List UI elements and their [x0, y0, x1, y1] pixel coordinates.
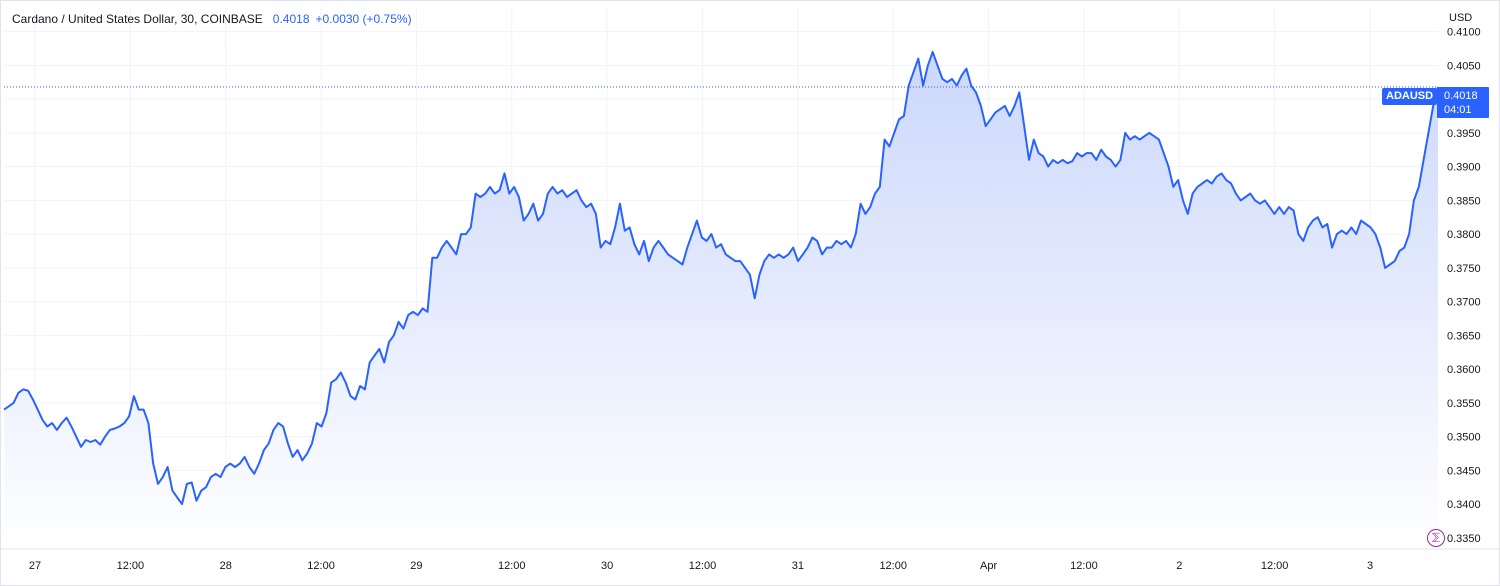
- legend-last-price: 0.4018: [272, 12, 310, 26]
- price-line-series: [3, 50, 1439, 506]
- bar-countdown: 04:01: [1444, 104, 1472, 116]
- x-tick-label: 28: [220, 560, 232, 572]
- legend-title: Cardano / United States Dollar, 30, COIN…: [12, 12, 263, 26]
- y-tick-label: 0.3350: [1447, 533, 1481, 545]
- x-tick-label: Apr: [980, 560, 997, 572]
- symbol-price-label: ADAUSD: [1382, 88, 1438, 105]
- y-tick-label: 0.4100: [1447, 27, 1481, 39]
- y-tick-label: 0.3700: [1447, 297, 1481, 309]
- y-tick-label: 0.3400: [1447, 499, 1481, 511]
- x-tick-label: 12:00: [879, 560, 907, 572]
- y-tick-label: 0.3800: [1447, 229, 1481, 241]
- x-tick-label: 12:00: [307, 560, 335, 572]
- symbol-legend[interactable]: Cardano / United States Dollar, 30, COIN…: [12, 12, 412, 26]
- currency-label[interactable]: USD: [1449, 12, 1473, 24]
- y-tick-label: 0.3450: [1447, 465, 1481, 477]
- x-tick-label: 12:00: [1261, 560, 1289, 572]
- y-tick-label: 0.3550: [1447, 398, 1481, 410]
- y-tick-label: 0.3600: [1447, 364, 1481, 376]
- x-tick-label: 12:00: [689, 560, 717, 572]
- legend-change: +0.0030 (+0.75%): [315, 12, 412, 26]
- last-price-value: 0.4018: [1444, 90, 1478, 102]
- x-tick-label: 12:00: [1070, 560, 1098, 572]
- y-tick-label: 0.3650: [1447, 330, 1481, 342]
- price-area: [4, 51, 1438, 549]
- y-tick-label: 0.4050: [1447, 60, 1481, 72]
- y-tick-label: 0.3500: [1447, 432, 1481, 444]
- y-tick-label: 0.3850: [1447, 195, 1481, 207]
- x-tick-label: 12:00: [117, 560, 145, 572]
- time-axis[interactable]: 27 12:00 28 12:00 29 12:00 30 12:00 31 12:00 Apr 12…: [0, 548, 1500, 572]
- x-tick-label: 27: [29, 560, 41, 572]
- x-tick-label: 29: [410, 560, 422, 572]
- x-tick-label: 12:00: [498, 560, 526, 572]
- x-tick-label: 2: [1176, 560, 1182, 572]
- last-price-label: 0.4018 04:01: [1437, 87, 1489, 118]
- indicator-badge-icon[interactable]: ⅀: [1427, 529, 1445, 547]
- x-tick-label: 30: [601, 560, 613, 572]
- y-tick-label: 0.3950: [1447, 128, 1481, 140]
- y-tick-label: 0.3900: [1447, 162, 1481, 174]
- x-tick-label: 31: [792, 560, 804, 572]
- y-tick-label: 0.3750: [1447, 263, 1481, 275]
- x-tick-label: 3: [1367, 560, 1373, 572]
